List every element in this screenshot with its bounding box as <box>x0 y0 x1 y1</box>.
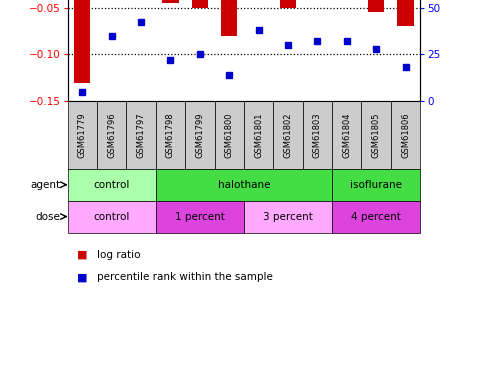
Bar <box>156 201 244 232</box>
Text: GSM61804: GSM61804 <box>342 112 351 158</box>
Bar <box>214 101 244 169</box>
Bar <box>303 101 332 169</box>
Bar <box>391 101 420 169</box>
Bar <box>221 0 237 36</box>
Bar <box>332 201 420 232</box>
Text: GSM61797: GSM61797 <box>137 112 145 158</box>
Bar <box>156 101 185 169</box>
Text: ■: ■ <box>77 273 88 282</box>
Bar <box>244 101 273 169</box>
Bar <box>127 101 156 169</box>
Bar <box>332 101 361 169</box>
Bar <box>68 101 97 169</box>
Bar <box>280 0 296 8</box>
Text: ■: ■ <box>77 250 88 260</box>
Bar <box>361 101 391 169</box>
Text: control: control <box>94 180 130 190</box>
Text: halothane: halothane <box>218 180 270 190</box>
Text: 4 percent: 4 percent <box>351 211 401 222</box>
Bar <box>74 0 90 82</box>
Text: isoflurane: isoflurane <box>350 180 402 190</box>
Bar <box>192 0 208 8</box>
Bar <box>368 0 384 12</box>
Text: GSM61806: GSM61806 <box>401 112 410 158</box>
Text: agent: agent <box>30 180 60 190</box>
Text: GSM61799: GSM61799 <box>195 112 204 158</box>
Text: control: control <box>94 211 130 222</box>
Bar <box>68 169 156 201</box>
Text: dose: dose <box>36 211 60 222</box>
Text: GSM61801: GSM61801 <box>254 112 263 158</box>
Bar <box>332 169 420 201</box>
Bar <box>398 0 413 26</box>
Text: GSM61798: GSM61798 <box>166 112 175 158</box>
Text: 3 percent: 3 percent <box>263 211 313 222</box>
Text: GSM61800: GSM61800 <box>225 112 234 158</box>
Text: GSM61779: GSM61779 <box>78 112 87 158</box>
Text: percentile rank within the sample: percentile rank within the sample <box>97 273 272 282</box>
Text: 1 percent: 1 percent <box>175 211 225 222</box>
Text: GSM61802: GSM61802 <box>284 112 293 158</box>
Text: GSM61803: GSM61803 <box>313 112 322 158</box>
Bar <box>185 101 214 169</box>
Bar <box>273 101 303 169</box>
Bar <box>68 201 156 232</box>
Text: GSM61796: GSM61796 <box>107 112 116 158</box>
Bar <box>97 101 127 169</box>
Bar <box>156 169 332 201</box>
Text: log ratio: log ratio <box>97 250 140 260</box>
Bar <box>162 0 179 3</box>
Text: GSM61805: GSM61805 <box>371 112 381 158</box>
Bar <box>244 201 332 232</box>
